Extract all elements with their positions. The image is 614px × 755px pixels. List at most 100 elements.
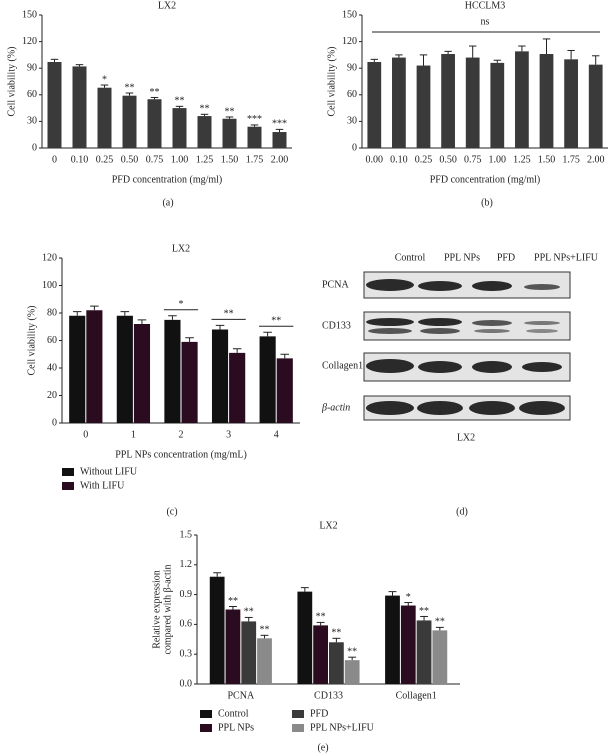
y-tick-label: 1.5 [180, 529, 193, 540]
bar [181, 341, 198, 423]
x-tick-label: 1.75 [246, 154, 264, 165]
annotation: ns [481, 16, 490, 27]
blot-column: PFD [497, 252, 515, 263]
legend-swatch [62, 468, 74, 476]
bar [539, 54, 554, 148]
bar [490, 62, 505, 148]
x-tick-label: CD133 [314, 690, 343, 701]
significance: ** [316, 612, 326, 623]
y-tick-label: 30 [347, 116, 357, 127]
x-tick-label: 3 [226, 429, 231, 440]
bar [400, 605, 416, 684]
y-tick-label: 60 [47, 335, 57, 346]
legend-swatch [292, 724, 304, 732]
y-tick-label: 0 [52, 417, 57, 428]
x-tick-label: 0.25 [415, 154, 433, 165]
chart-title: HCCLM3 [465, 0, 506, 11]
blot-row: β-actin [321, 402, 350, 413]
bar [441, 54, 455, 148]
y-tick-label: 60 [347, 89, 357, 100]
x-tick-label: 1.75 [562, 154, 580, 165]
y-axis-label: compared with β-actin [162, 564, 173, 654]
bar [72, 66, 87, 148]
y-tick-label: 1.2 [180, 559, 193, 570]
bar [257, 638, 272, 684]
y-tick-label: 120 [342, 36, 357, 47]
western-blot: Control PPL NPs PFD PPL NPs+LIFU PCNA CD… [321, 252, 599, 517]
x-tick-label: 0.10 [71, 154, 89, 165]
blot-row: Collagen1 [322, 360, 363, 371]
panel-label: (b) [481, 197, 493, 208]
blot-bands [366, 279, 565, 415]
bar [329, 642, 344, 684]
bar [515, 51, 529, 148]
bar [344, 660, 360, 684]
y-axis-label: Cell viability (%) [26, 306, 37, 376]
panel-label: (a) [162, 197, 173, 208]
significance: ** [271, 316, 281, 327]
x-tick-label: 2.00 [587, 154, 605, 165]
x-tick-label: 1.50 [221, 154, 239, 165]
blot-row: PCNA [322, 279, 349, 290]
bar [225, 609, 241, 684]
bar [122, 95, 137, 148]
y-tick-label: 0 [352, 142, 357, 153]
x-tick-label: 1.25 [513, 154, 531, 165]
bar [313, 625, 328, 684]
y-tick-label: 80 [47, 307, 57, 318]
bar [164, 319, 181, 423]
x-tick-label: 0.75 [464, 154, 482, 165]
legend-label: Without LIFU [80, 466, 138, 477]
y-tick-label: 90 [27, 62, 37, 73]
x-axis-label: PFD concentration (mg/ml) [430, 174, 541, 185]
x-tick-label: PCNA [227, 690, 254, 701]
significance: ** [419, 606, 429, 617]
blot-caption: LX2 [457, 432, 475, 443]
significance: ** [347, 646, 357, 657]
significance: ** [125, 82, 135, 93]
bar [465, 57, 480, 149]
y-axis-label: Cell viability (%) [326, 47, 337, 117]
chart-title: LX2 [172, 243, 190, 254]
legend-swatch [292, 710, 304, 718]
x-axis-label: PFD concentration (mg/ml) [112, 174, 223, 185]
bar [197, 116, 212, 148]
blot-row: CD133 [322, 320, 351, 331]
x-tick-label: 0.10 [390, 154, 408, 165]
significance: ** [150, 87, 160, 98]
legend-label: PFD [310, 708, 328, 719]
bar [276, 358, 293, 423]
significance: ** [200, 104, 210, 115]
y-tick-label: 120 [22, 36, 37, 47]
x-tick-label: 1 [131, 429, 136, 440]
x-tick-label: 0.25 [96, 154, 114, 165]
x-tick-label: 0 [83, 429, 88, 440]
x-tick-label: 1.00 [171, 154, 189, 165]
bar [416, 620, 432, 684]
y-tick-label: 0 [32, 142, 37, 153]
bar [588, 64, 603, 148]
bar [172, 108, 187, 148]
blot-strip [363, 311, 571, 341]
blot-column: PPL NPs+LIFU [534, 252, 599, 263]
bar [69, 315, 86, 423]
significance: ** [228, 596, 238, 607]
y-tick-label: 150 [22, 9, 37, 20]
x-tick-label: 1.00 [489, 154, 507, 165]
panel-label: (e) [317, 742, 328, 753]
significance: * [406, 592, 411, 603]
significance: ** [435, 617, 445, 628]
legend-label: PPL NPs [218, 722, 254, 733]
y-tick-label: 30 [27, 116, 37, 127]
significance: ** [244, 607, 254, 618]
chart-title: LX2 [158, 0, 176, 11]
blot-column: Control [395, 252, 426, 263]
y-tick-label: 100 [42, 280, 57, 291]
bar [86, 310, 103, 423]
bar [416, 65, 431, 148]
x-axis-label: PPL NPs concentration (mg/mL) [115, 449, 247, 460]
blot-column: PPL NPs [444, 252, 480, 263]
bar [211, 329, 229, 423]
